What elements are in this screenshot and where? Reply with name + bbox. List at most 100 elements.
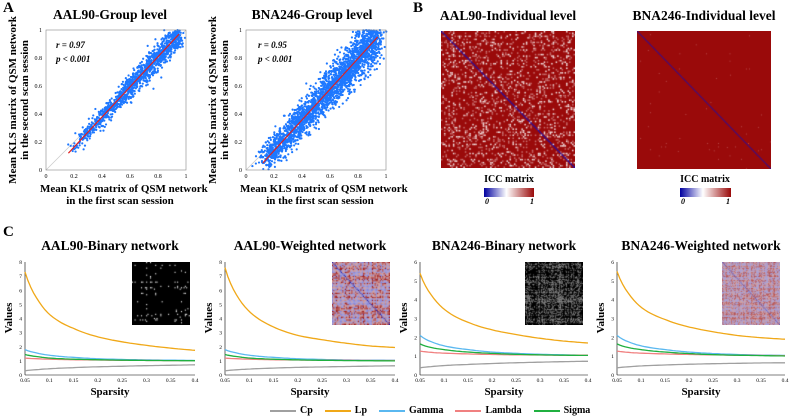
scatter-point	[277, 152, 280, 155]
scatter-point	[111, 109, 114, 112]
scatter-point	[380, 47, 383, 50]
scatter-point	[352, 83, 355, 87]
scatter-point	[142, 76, 145, 80]
scatter-point	[83, 144, 87, 147]
scatter-point	[332, 73, 335, 77]
scatter-point	[177, 30, 180, 33]
scatter-point	[103, 119, 106, 122]
scatter-point	[345, 99, 348, 102]
scatter-point	[160, 76, 163, 79]
scatter-point	[156, 67, 159, 70]
scatter-point	[138, 87, 141, 90]
scatter-point	[164, 35, 167, 38]
scatter-point	[73, 142, 76, 145]
scatter-point	[69, 144, 72, 147]
scatter-point	[291, 108, 294, 111]
scatter-point	[82, 130, 86, 133]
scatter-point	[171, 36, 175, 40]
scatter-point	[101, 108, 104, 111]
scatter-point	[137, 80, 140, 83]
scatter-point	[106, 111, 110, 115]
scatter-point	[296, 113, 300, 117]
scatter-point	[378, 62, 382, 66]
scatter-point	[148, 79, 151, 82]
scatter-point	[86, 139, 89, 142]
scatter-point	[120, 83, 124, 86]
scatter-point	[164, 60, 167, 63]
scatter-point	[161, 37, 164, 40]
scatter-point	[307, 121, 310, 124]
scatter-point	[92, 114, 95, 117]
scatter-point	[338, 51, 342, 54]
scatter-point	[162, 38, 166, 41]
scatter-point	[175, 30, 178, 34]
x-tick-label: 0.25	[708, 378, 718, 384]
scatter-point	[89, 135, 92, 138]
scatter-point	[159, 64, 162, 68]
scatter-point	[173, 40, 176, 44]
panel-label-a: A	[3, 0, 14, 16]
scatter-point	[141, 82, 144, 85]
scatter-point	[336, 57, 339, 60]
scatter-point	[266, 143, 269, 147]
scatter-point	[132, 72, 135, 75]
panel-label-b: B	[413, 0, 424, 16]
scatter-point	[174, 43, 177, 46]
scatter-point	[92, 122, 95, 125]
scatter-point	[168, 31, 171, 34]
scatter-point	[263, 149, 266, 152]
scatter-point	[113, 98, 116, 102]
scatter-point	[119, 93, 122, 96]
scatter-point	[340, 46, 343, 49]
scatter-point	[135, 86, 139, 89]
scatter-point	[131, 86, 135, 89]
scatter-point	[164, 55, 167, 58]
series-line-gamma	[616, 334, 785, 357]
scatter-point	[172, 43, 175, 46]
scatter-point	[108, 99, 112, 102]
scatter-point	[333, 53, 337, 56]
scatter-point	[353, 90, 356, 93]
x-tick-label: 0.2	[70, 174, 78, 180]
scatter-point	[153, 67, 156, 70]
scatter-point	[173, 32, 176, 35]
scatter-point	[154, 38, 157, 41]
scatter-point	[133, 83, 137, 86]
scatter-point	[363, 69, 366, 72]
scatter-point	[146, 44, 149, 47]
regression-line	[67, 33, 180, 154]
scatter-point	[176, 43, 179, 46]
scatter-point	[149, 61, 152, 64]
scatter-point	[372, 50, 375, 53]
scatter-point	[139, 68, 142, 71]
scatter-point	[93, 118, 96, 121]
scatter-point	[103, 125, 106, 129]
scatter-point	[120, 87, 123, 91]
scatter-plot-aal90: 0 0.2 0.4 0.6 0.8 1 0 0.2 0.4 0.6 0.8 1	[35, 28, 188, 180]
scatter-point	[98, 113, 101, 117]
scatter-point	[102, 124, 105, 128]
x-tick-label: 0.1	[638, 378, 645, 384]
scatter-point	[127, 92, 130, 95]
scatter-point	[81, 126, 84, 129]
x-tick-label: 0.15	[660, 378, 670, 384]
scatter-point	[305, 133, 308, 136]
scatter-point	[131, 91, 134, 94]
scatter-point	[162, 61, 166, 64]
scatter-point	[127, 97, 130, 100]
scatter-point	[130, 75, 133, 79]
series-line-cp	[616, 362, 785, 369]
scatter-point	[160, 66, 164, 69]
scatter-point	[130, 81, 133, 84]
scatter-point	[144, 74, 147, 77]
scatter-point	[382, 31, 385, 34]
scatter-point	[109, 101, 112, 104]
scatter-point	[114, 107, 118, 110]
scatter-point	[147, 62, 150, 65]
scatter-point	[90, 121, 93, 124]
scatter-point	[97, 110, 100, 113]
scatter-point	[175, 33, 178, 36]
scatter-point	[145, 62, 148, 65]
scatter-point	[126, 80, 129, 83]
scatter-point	[124, 82, 127, 85]
